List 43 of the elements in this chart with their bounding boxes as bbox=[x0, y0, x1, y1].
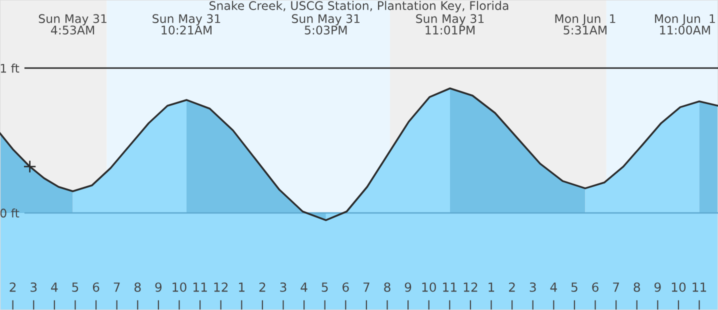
x-tick-label: 1 bbox=[239, 282, 244, 292]
x-tick-label: 12 bbox=[214, 282, 228, 292]
annotation: Sun May 31 11:01PM bbox=[416, 14, 484, 35]
x-tick-label: 7 bbox=[613, 282, 619, 292]
x-tick-label: 3 bbox=[530, 282, 536, 292]
y-tick-label: 1 ft bbox=[0, 64, 20, 73]
x-tick-label: 10 bbox=[172, 282, 186, 292]
x-tick-label: 8 bbox=[384, 282, 390, 292]
x-tick-label: 4 bbox=[51, 282, 58, 292]
x-tick-label: 5 bbox=[72, 282, 78, 292]
x-tick-label: 8 bbox=[634, 282, 640, 292]
x-tick-label: 11 bbox=[193, 282, 207, 292]
x-tick-label: 9 bbox=[155, 282, 162, 292]
x-tick-label: 10 bbox=[672, 282, 686, 292]
x-tick-label: 6 bbox=[92, 282, 100, 292]
annotation: Mon Jun 1 5:31AM bbox=[555, 14, 616, 35]
x-tick-label: 9 bbox=[654, 282, 661, 292]
x-tick-label: 11 bbox=[692, 282, 706, 292]
x-tick-label: 8 bbox=[134, 282, 141, 292]
y-tick-label: 0 ft bbox=[0, 208, 20, 218]
x-tick-label: 2 bbox=[509, 282, 515, 292]
x-tick-label: 4 bbox=[550, 282, 557, 292]
x-tick-label: 6 bbox=[592, 282, 598, 292]
x-tick-label: 3 bbox=[280, 282, 286, 292]
x-tick-label: 5 bbox=[322, 282, 328, 292]
chart-title: Snake Creek, USCG Station, Plantation Key, Florida bbox=[210, 0, 508, 12]
x-tick-label: 4 bbox=[300, 282, 308, 292]
x-tick-label: 2 bbox=[259, 282, 266, 292]
x-tick-label: 7 bbox=[364, 282, 370, 292]
x-tick-label: 3 bbox=[30, 282, 37, 292]
annotation: Sun May 31 4:53AM bbox=[38, 14, 106, 35]
x-tick-label: 5 bbox=[571, 282, 578, 292]
x-tick-label: 1 bbox=[488, 282, 494, 292]
x-tick-label: 7 bbox=[114, 282, 120, 292]
x-tick-label: 12 bbox=[464, 282, 478, 292]
x-tick-label: 2 bbox=[10, 282, 16, 292]
annotation: Mon Jun 1 11:00AM bbox=[655, 14, 715, 35]
x-tick-label: 6 bbox=[342, 282, 349, 292]
annotation: Sun May 31 5:03PM bbox=[292, 14, 360, 35]
x-tick-label: 9 bbox=[404, 282, 412, 292]
x-tick-label: 11 bbox=[443, 282, 456, 292]
x-tick-label: 10 bbox=[422, 282, 436, 292]
annotation: Sun May 31 10:21AM bbox=[152, 14, 220, 35]
